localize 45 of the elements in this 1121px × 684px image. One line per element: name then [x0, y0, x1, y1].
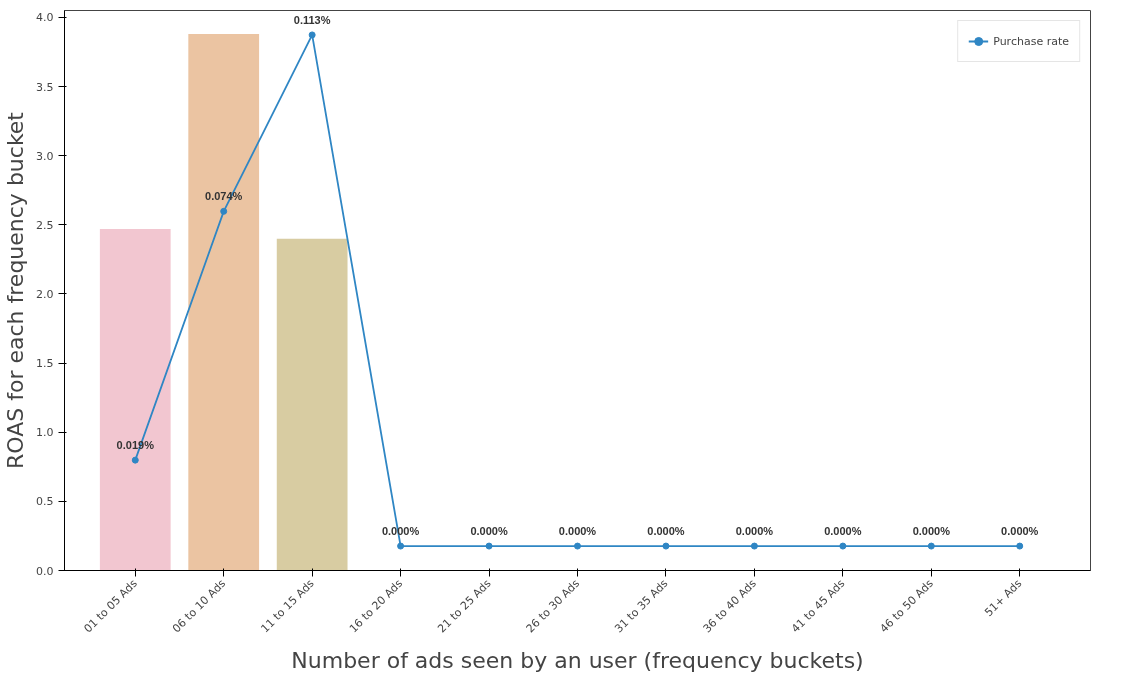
y-tick-label: 0.5: [36, 495, 54, 509]
point: [485, 542, 493, 550]
y-tick-label: 3.0: [36, 149, 54, 163]
y-tick-label: 1.5: [36, 357, 54, 371]
data-label: 0.000%: [824, 525, 862, 538]
data-label: 0.000%: [735, 525, 774, 538]
point: [574, 542, 581, 550]
y-axis-title: ROAS for each frequency bucket: [3, 111, 29, 469]
y-tick-label: 2.5: [36, 218, 54, 232]
point: [220, 207, 228, 215]
point: [1016, 542, 1024, 550]
x-tick-label: 06 to 10 Ads: [169, 576, 229, 636]
point: [131, 456, 139, 464]
y-tick-label: 3.5: [36, 80, 54, 94]
x-tick-label: 36 to 40 Ads: [700, 576, 760, 636]
data-label: 0.000%: [470, 525, 508, 538]
bar: [188, 34, 260, 571]
data-label: 0.000%: [647, 525, 685, 538]
point: [927, 542, 935, 550]
legend-label: Purchase rate: [993, 34, 1069, 48]
x-tick-label: 46 to 50 Ads: [877, 576, 937, 636]
data-label: 0.000%: [1001, 525, 1039, 538]
x-tick-label: 41 to 45 Ads: [789, 576, 848, 636]
x-tick-label: 16 to 20 Ads: [346, 576, 406, 636]
x-tick-label: 11 to 15 Ads: [258, 576, 317, 636]
x-tick-label: 31 to 35 Ads: [612, 576, 671, 636]
y-tick-label: 0.0: [36, 564, 54, 578]
point: [750, 542, 758, 550]
point: [662, 542, 670, 550]
x-tick-label: 01 to 05 Ads: [81, 576, 141, 636]
bar: [99, 228, 171, 571]
data-label: 0.000%: [558, 525, 597, 538]
data-label: 0.000%: [912, 525, 951, 538]
y-tick-label: 2.0: [36, 287, 54, 301]
x-axis-title: Number of ads seen by an user (frequency buckets): [291, 647, 864, 673]
y-tick-label: 4.0: [36, 11, 54, 25]
point: [397, 542, 405, 550]
data-label: 0.113%: [293, 13, 331, 26]
x-tick-label: 26 to 30 Ads: [523, 576, 583, 636]
bar: [276, 238, 348, 571]
y-tick-label: 1.0: [36, 426, 54, 440]
x-tick-label: 21 to 25 Ads: [435, 576, 494, 636]
point: [839, 542, 847, 550]
x-tick-label: 51+ Ads: [982, 576, 1025, 620]
point: [308, 31, 316, 39]
